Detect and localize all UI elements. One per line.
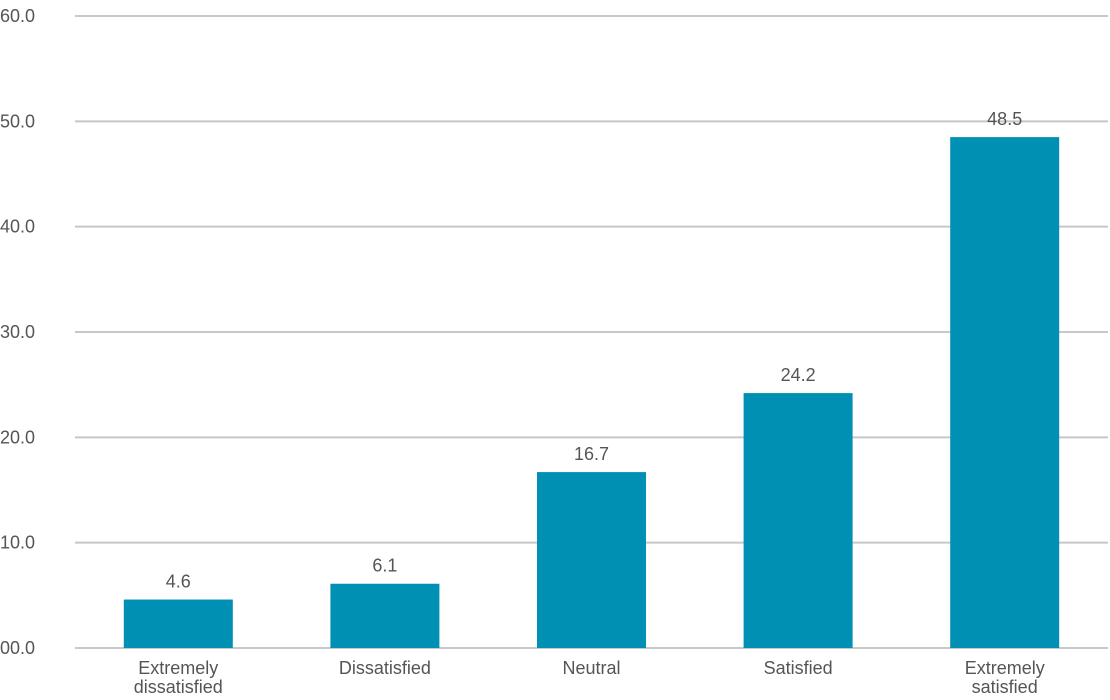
x-tick-label-line: Satisfied [764,658,833,678]
y-tick-label: 60.0 [0,6,35,26]
bars [123,137,1060,648]
data-label: 16.7 [574,444,609,464]
x-tick-label-line: Extremely [965,658,1045,678]
x-tick-label-line: satisfied [972,677,1038,697]
x-tick-label: Dissatisfied [339,658,431,678]
x-tick-label-line: Neutral [562,658,620,678]
y-axis-tick-labels: 00.0 10.0 20.0 30.0 40.0 50.0 60.0 [0,6,35,658]
data-labels: 4.6 6.1 16.7 24.2 48.5 [166,109,1022,591]
y-tick-label: 00.0 [0,638,35,658]
bar [743,393,853,648]
data-label: 48.5 [987,109,1022,129]
bar [123,599,233,648]
x-tick-label: Satisfied [764,658,833,678]
x-tick-label-line: Extremely [138,658,218,678]
data-label: 6.1 [372,556,397,576]
x-tick-label: Extremely dissatisfied [134,658,223,697]
gridlines [75,15,1108,649]
bar [330,583,440,648]
data-label: 4.6 [166,572,191,592]
x-tick-label-line: dissatisfied [134,677,223,697]
x-tick-label: Extremely satisfied [965,658,1045,697]
y-tick-label: 20.0 [0,427,35,447]
x-tick-label: Neutral [562,658,620,678]
y-tick-label: 10.0 [0,533,35,553]
y-tick-label: 40.0 [0,217,35,237]
data-label: 24.2 [781,365,816,385]
y-tick-label: 50.0 [0,111,35,131]
y-tick-label: 30.0 [0,322,35,342]
bar [950,137,1060,648]
x-tick-label-line: Dissatisfied [339,658,431,678]
bar [537,472,646,648]
